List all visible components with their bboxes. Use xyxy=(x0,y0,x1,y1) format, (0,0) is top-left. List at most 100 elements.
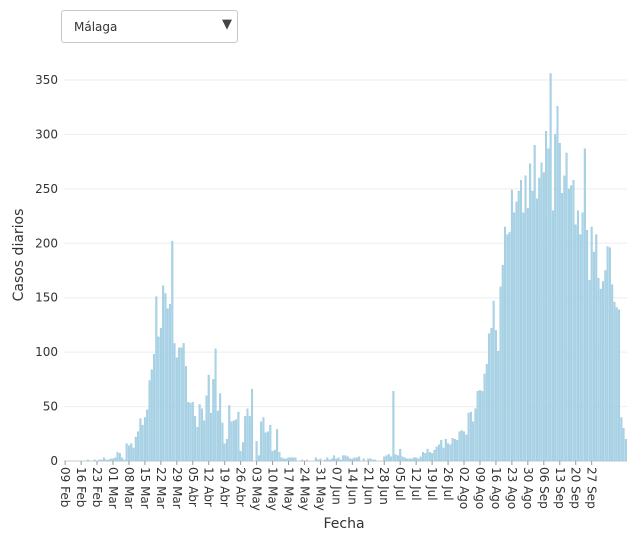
bar xyxy=(383,456,386,462)
bar xyxy=(349,458,352,462)
bar xyxy=(339,459,342,462)
bar xyxy=(187,402,190,462)
bar xyxy=(440,440,443,462)
bar xyxy=(230,421,233,462)
bar xyxy=(184,366,187,462)
bar xyxy=(506,234,509,462)
x-tick-label: 20 Sep xyxy=(569,467,583,509)
x-tick-label: 30 Ago xyxy=(521,467,535,509)
bar xyxy=(558,142,561,462)
bar xyxy=(287,457,290,462)
bar xyxy=(235,419,238,462)
bar xyxy=(599,288,602,462)
bar xyxy=(504,226,507,462)
bar xyxy=(273,449,276,462)
bar xyxy=(191,402,194,462)
bar xyxy=(239,451,242,462)
bar xyxy=(228,405,231,462)
bar xyxy=(561,193,564,462)
bar xyxy=(483,373,486,462)
x-tick-label: 07 Jun xyxy=(329,467,343,505)
bar xyxy=(460,430,463,462)
y-axis: 0 50 100 150 200 250 300 350 xyxy=(35,73,58,468)
bar xyxy=(330,458,333,462)
bar xyxy=(328,459,331,462)
province-dropdown[interactable]: Málaga ▼ xyxy=(61,10,238,43)
bar xyxy=(112,458,114,462)
x-tick-label: 03 May xyxy=(250,467,264,511)
bar xyxy=(168,304,171,462)
bar xyxy=(93,459,96,462)
bar xyxy=(109,458,112,462)
bar xyxy=(567,188,570,462)
bar xyxy=(517,190,520,462)
bar xyxy=(415,457,418,462)
x-tick-label: 19 Abr xyxy=(218,467,232,507)
y-tick-label: 350 xyxy=(35,73,58,87)
bar xyxy=(412,457,415,462)
dropdown-selected-value: Málaga xyxy=(74,20,118,34)
bar xyxy=(437,444,440,462)
bar xyxy=(499,286,502,462)
bar xyxy=(485,363,488,462)
bar xyxy=(107,459,110,462)
x-tick-label: 01 Mar xyxy=(106,467,120,509)
bar xyxy=(615,307,618,462)
x-tick-label: 12 Jul xyxy=(409,467,423,501)
bar xyxy=(207,374,210,462)
bar xyxy=(586,230,589,462)
bar xyxy=(225,439,228,462)
bar xyxy=(344,455,347,462)
bar xyxy=(501,264,504,462)
bar xyxy=(162,285,165,462)
bar xyxy=(232,420,235,462)
bar xyxy=(595,234,598,462)
bar xyxy=(396,455,399,462)
x-axis-label: Fecha xyxy=(323,516,364,532)
bar xyxy=(200,408,203,462)
bar xyxy=(385,455,388,462)
x-tick-label: 24 May xyxy=(297,467,311,511)
bar xyxy=(401,456,404,462)
bar xyxy=(481,391,484,462)
bar xyxy=(251,388,254,462)
bar xyxy=(166,308,169,462)
bar xyxy=(212,379,215,462)
grid-lines xyxy=(64,79,627,462)
bar xyxy=(374,459,377,462)
bar xyxy=(620,417,623,462)
bar xyxy=(444,439,447,462)
bar xyxy=(86,459,89,462)
bar xyxy=(531,190,534,462)
bar xyxy=(508,232,511,462)
bar xyxy=(478,390,481,462)
bar xyxy=(121,457,124,462)
bar xyxy=(333,455,336,462)
bar xyxy=(342,455,345,462)
bar xyxy=(583,148,586,462)
bar xyxy=(394,454,397,462)
bar xyxy=(102,457,105,462)
bar xyxy=(554,134,557,462)
bar xyxy=(497,350,500,462)
x-tick-label: 08 Mar xyxy=(122,467,136,509)
bar xyxy=(255,441,258,462)
bar xyxy=(492,300,495,462)
bar xyxy=(410,458,413,462)
bar xyxy=(153,354,156,462)
y-tick-label: 250 xyxy=(35,182,58,196)
bar xyxy=(538,177,541,462)
bar xyxy=(613,301,616,462)
y-tick-label: 100 xyxy=(35,345,58,359)
bar xyxy=(139,418,142,462)
bar xyxy=(323,459,326,462)
bar xyxy=(606,246,609,462)
bar xyxy=(241,442,244,462)
bar xyxy=(520,179,522,462)
bar xyxy=(419,456,422,462)
bar xyxy=(244,416,247,462)
bar xyxy=(545,131,548,462)
bar xyxy=(196,427,199,462)
bar xyxy=(180,347,183,462)
bar xyxy=(317,459,320,462)
